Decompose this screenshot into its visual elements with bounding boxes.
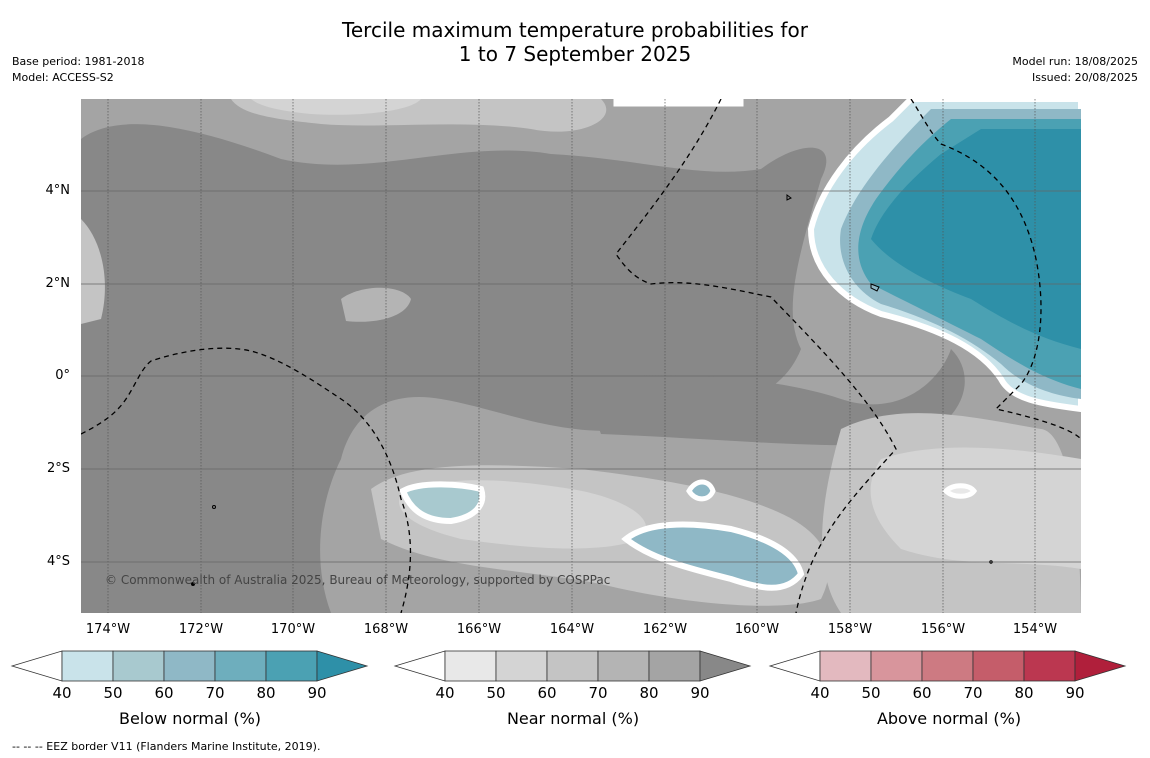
below-normal-90-region — [871, 129, 1081, 349]
colorbar-above-tick: 80 — [1014, 684, 1034, 702]
colorbar-below — [10, 650, 369, 682]
colorbar-below-label: Below normal (%) — [118, 709, 262, 728]
colorbar-below-under — [10, 650, 63, 682]
colorbar-near-under — [393, 650, 446, 682]
colorbar-above — [768, 650, 1127, 682]
lat-label-0: 0° — [55, 368, 70, 383]
colorbar-above-bin — [921, 650, 974, 682]
colorbar-above-bin — [972, 650, 1025, 682]
colorbar-above-over — [1074, 650, 1127, 682]
near-normal-white-patch — [942, 483, 978, 499]
near-normal-90-region — [81, 124, 827, 613]
colorbars — [10, 650, 1127, 682]
colorbar-near-bin — [495, 650, 548, 682]
issued-date: Issued: 20/08/2025 — [1031, 71, 1138, 84]
meta-right: Model run: 18/08/2025 Issued: 20/08/2025 — [1012, 54, 1138, 86]
colorbar-below-tick: 40 — [52, 684, 72, 702]
above-normal-patch — [613, 99, 744, 107]
lon-label-154W: 154°W — [1012, 622, 1058, 637]
near-normal-70-blob — [341, 287, 411, 322]
colorbar-below-tick: 60 — [154, 684, 174, 702]
lat-label-4S: 4°S — [46, 554, 70, 569]
lon-label-156W: 156°W — [920, 622, 966, 637]
near-normal-60-top — [251, 99, 421, 115]
lon-label-168W: 168°W — [363, 622, 409, 637]
near-normal-70-west — [81, 219, 105, 324]
islands — [191, 194, 993, 586]
lat-label-2S: 2°S — [46, 461, 70, 476]
colorbar-near-bin — [648, 650, 701, 682]
model-name: Model: ACCESS-S2 — [12, 71, 114, 84]
colorbar-above-tick: 70 — [963, 684, 983, 702]
lon-label-162W: 162°W — [642, 622, 688, 637]
colorbar-near-tick: 40 — [435, 684, 455, 702]
eez-footnote: -- -- -- EEZ border V11 (Flanders Marine… — [12, 740, 321, 753]
colorbar-below-tick: 70 — [205, 684, 225, 702]
lat-label-4N: 4°N — [45, 183, 71, 198]
eez-borders — [81, 99, 1081, 613]
colorbar-below-tick: 80 — [256, 684, 276, 702]
map: © Commonwealth of Australia 2025, Bureau… — [81, 99, 1081, 613]
colorbar-below-bin — [112, 650, 165, 682]
colorbar-above-tick: 60 — [912, 684, 932, 702]
chart-title: Tercile maximum temperature probabilitie… — [0, 18, 1150, 66]
colorbar-above-bin — [870, 650, 923, 682]
colorbar-below-over — [316, 650, 369, 682]
colorbar-above-bin — [819, 650, 872, 682]
colorbar-near-tick: 90 — [690, 684, 710, 702]
colorbar-above-bin — [1023, 650, 1076, 682]
colorbar-near — [393, 650, 752, 682]
base-period: Base period: 1981-2018 — [12, 55, 145, 68]
colorbar-near-tick: 70 — [588, 684, 608, 702]
colorbar-below-bin — [163, 650, 216, 682]
title-line-1: Tercile maximum temperature probabilitie… — [342, 18, 808, 42]
colorbar-near-label: Near normal (%) — [506, 709, 640, 728]
colorbar-near-over — [699, 650, 752, 682]
lon-label-174W: 174°W — [85, 622, 131, 637]
lon-label-170W: 170°W — [270, 622, 316, 637]
colorbar-above-tick: 50 — [861, 684, 881, 702]
colorbar-below-tick: 50 — [103, 684, 123, 702]
colorbar-near-bin — [546, 650, 599, 682]
meta-left: Base period: 1981-2018 Model: ACCESS-S2 — [12, 54, 144, 86]
colorbar-near-tick: 60 — [537, 684, 557, 702]
lon-label-172W: 172°W — [178, 622, 224, 637]
colorbar-below-tick: 90 — [307, 684, 327, 702]
lat-label-2N: 2°N — [45, 276, 71, 291]
lon-label-166W: 166°W — [456, 622, 502, 637]
colorbar-below-bin — [214, 650, 267, 682]
below-normal-south-1 — [399, 481, 486, 525]
colorbar-near-bin — [444, 650, 497, 682]
lon-label-158W: 158°W — [827, 622, 873, 637]
colorbar-near-tick: 80 — [639, 684, 659, 702]
colorbar-above-tick: 90 — [1065, 684, 1085, 702]
model-run: Model run: 18/08/2025 — [1012, 55, 1138, 68]
colorbar-near-bin — [597, 650, 650, 682]
colorbar-below-bin — [265, 650, 318, 682]
colorbar-above-under — [768, 650, 821, 682]
lon-label-160W: 160°W — [734, 622, 780, 637]
lat-lines — [81, 190, 1081, 563]
near-normal-60-east — [870, 447, 1081, 569]
title-line-2: 1 to 7 September 2025 — [458, 42, 692, 66]
colorbar-above-tick: 40 — [810, 684, 830, 702]
colorbar-below-bin — [61, 650, 114, 682]
copyright-text: © Commonwealth of Australia 2025, Bureau… — [105, 573, 610, 587]
colorbar-near-tick: 50 — [486, 684, 506, 702]
below-normal-south-3 — [686, 479, 716, 502]
lon-label-164W: 164°W — [549, 622, 595, 637]
colorbar-above-label: Above normal (%) — [876, 709, 1022, 728]
